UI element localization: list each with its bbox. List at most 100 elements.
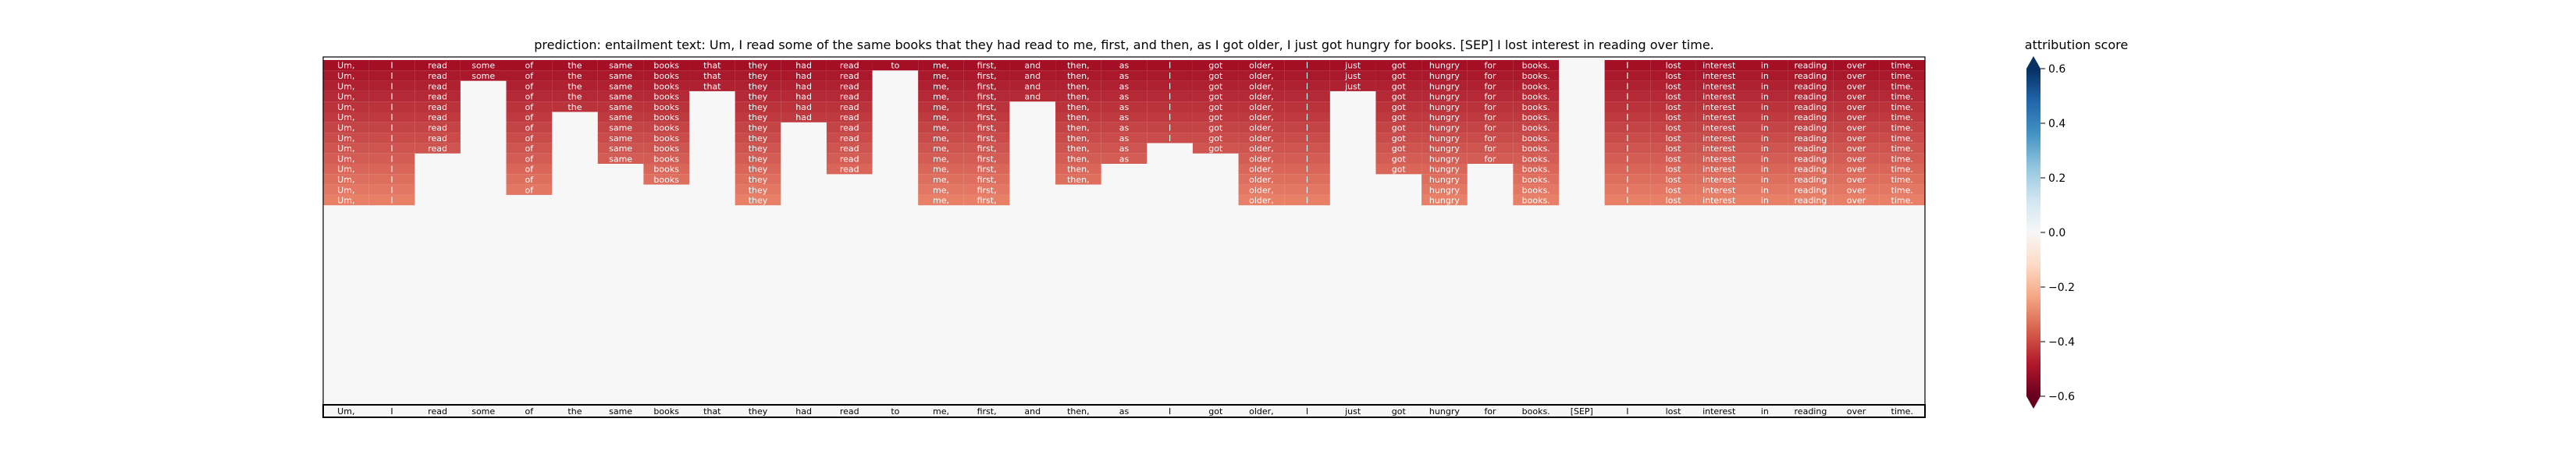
colorbar-label: attribution score xyxy=(2025,37,2128,52)
heatmap-cell xyxy=(1513,143,1559,154)
token-label: got xyxy=(1208,144,1223,154)
final-row-token-label: hungry xyxy=(1429,406,1460,417)
token-label: older, xyxy=(1249,144,1274,154)
token-label: then, xyxy=(1067,154,1090,164)
token-label: I xyxy=(390,144,393,154)
token-label: read xyxy=(428,122,447,133)
token-label: had xyxy=(795,112,812,122)
token-label: books xyxy=(653,112,679,122)
token-label: got xyxy=(1208,81,1223,91)
token-label: got xyxy=(1208,71,1223,81)
heatmap-frame xyxy=(322,56,1926,418)
token-label: for xyxy=(1484,122,1496,133)
heatmap-cell xyxy=(1467,80,1514,91)
token-label: first, xyxy=(977,122,997,133)
token-label: read xyxy=(840,61,859,71)
token-label: for xyxy=(1484,154,1496,164)
token-label: over xyxy=(1847,154,1866,164)
token-label: in xyxy=(1761,175,1769,185)
colorbar-min-extension xyxy=(2026,396,2041,409)
heatmap-cell xyxy=(1467,133,1514,144)
token-label: of xyxy=(525,154,535,164)
token-label: books. xyxy=(1522,71,1550,81)
heatmap-cell xyxy=(1513,133,1559,144)
heatmap-cell xyxy=(963,153,1010,164)
token-label: books. xyxy=(1522,92,1550,102)
token-label: hungry xyxy=(1429,71,1460,81)
heatmap-cell xyxy=(1192,90,1239,102)
heatmap-cell xyxy=(597,90,644,102)
token-label: time. xyxy=(1891,122,1913,133)
heatmap-cell xyxy=(643,174,690,185)
heatmap-cell xyxy=(1788,101,1834,112)
heatmap-cell xyxy=(597,60,644,71)
token-label: first, xyxy=(977,71,997,81)
token-label: lost xyxy=(1666,175,1682,185)
token-label: first, xyxy=(977,144,997,154)
token-label: hungry xyxy=(1429,122,1460,133)
heatmap-cell xyxy=(1879,184,1925,195)
heatmap-cell xyxy=(1695,143,1742,154)
colorbar-tick-label: 0.0 xyxy=(2048,227,2065,239)
token-label: hungry xyxy=(1429,175,1460,185)
token-label: for xyxy=(1484,102,1496,112)
heatmap-cell xyxy=(1513,60,1559,71)
token-label: I xyxy=(1306,92,1308,102)
heatmap-cell xyxy=(506,112,553,122)
heatmap-cell xyxy=(323,80,369,91)
token-label: time. xyxy=(1891,175,1913,185)
heatmap-cell xyxy=(1513,90,1559,102)
heatmap-cell xyxy=(1879,80,1925,91)
heatmap-cell xyxy=(643,153,690,164)
heatmap-cell xyxy=(781,112,827,122)
token-label: I xyxy=(1626,133,1628,144)
heatmap-cell xyxy=(1604,101,1651,112)
heatmap-cell xyxy=(1055,133,1101,144)
final-row-token-label: I xyxy=(390,406,393,417)
token-label: reading xyxy=(1795,92,1827,102)
token-label: same xyxy=(609,154,632,164)
token-label: over xyxy=(1847,196,1866,206)
heatmap-cell xyxy=(735,143,781,154)
final-row-token-label: me, xyxy=(933,406,949,417)
heatmap-cell xyxy=(1833,122,1880,133)
heatmap-cell xyxy=(1650,194,1696,206)
heatmap-cell xyxy=(918,122,964,133)
final-row-token-label: lost xyxy=(1666,406,1682,417)
token-label: I xyxy=(1626,122,1628,133)
heatmap-cell xyxy=(918,153,964,164)
token-label: older, xyxy=(1249,71,1274,81)
token-label: read xyxy=(840,144,859,154)
heatmap-cell xyxy=(1421,80,1468,91)
heatmap-cell xyxy=(643,122,690,133)
heatmap-cell xyxy=(1833,112,1880,122)
heatmap-cell xyxy=(1147,90,1193,102)
heatmap-cell xyxy=(1695,122,1742,133)
heatmap-cell xyxy=(643,90,690,102)
token-label: in xyxy=(1761,154,1769,164)
final-row-token-label: they xyxy=(749,406,768,417)
heatmap-cell xyxy=(506,60,553,71)
heatmap-cell xyxy=(323,133,369,144)
heatmap-cell xyxy=(1513,70,1559,81)
heatmap-cell xyxy=(1742,174,1788,185)
heatmap-cell xyxy=(415,112,461,122)
heatmap-cell xyxy=(1604,60,1651,71)
token-label: interest xyxy=(1703,165,1736,175)
heatmap-cell xyxy=(1238,133,1285,144)
heatmap-cell xyxy=(918,174,964,185)
token-label: Um, xyxy=(337,185,354,195)
heatmap-cell xyxy=(963,60,1010,71)
heatmap-cell xyxy=(1788,174,1834,185)
token-label: I xyxy=(1169,133,1171,144)
token-label: I xyxy=(1626,92,1628,102)
heatmap-cell xyxy=(689,60,735,71)
token-label: I xyxy=(1626,154,1628,164)
heatmap-cell xyxy=(323,194,369,206)
heatmap-cell xyxy=(1238,60,1285,71)
heatmap-cell xyxy=(1284,80,1330,91)
token-label: reading xyxy=(1795,185,1827,195)
token-label: over xyxy=(1847,122,1866,133)
heatmap-cell xyxy=(1375,112,1422,122)
token-label: interest xyxy=(1703,61,1736,71)
